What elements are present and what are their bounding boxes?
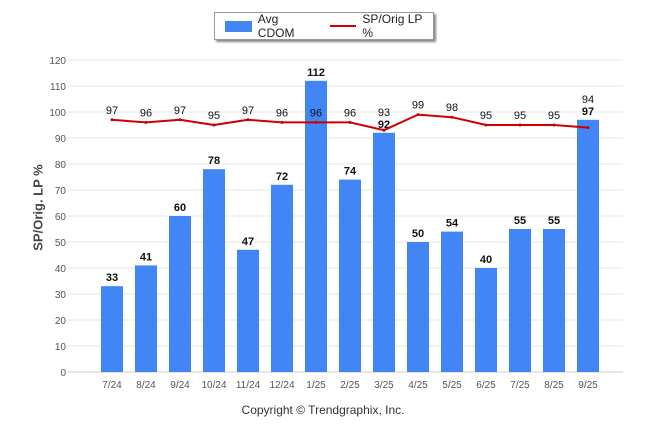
bar-data-label: 97 <box>582 106 594 118</box>
line-data-label: 96 <box>276 107 288 119</box>
line-point <box>280 120 284 124</box>
bar <box>237 249 259 372</box>
bar <box>543 229 565 372</box>
x-tick-label: 3/25 <box>374 380 394 391</box>
bar <box>203 169 225 372</box>
legend-label-bar: Avg CDOM <box>257 12 295 40</box>
line-point <box>212 123 216 127</box>
line-data-label: 97 <box>174 105 186 117</box>
x-tick-label: 8/24 <box>136 380 156 391</box>
line-point <box>382 128 386 132</box>
line-data-label: 98 <box>446 102 458 114</box>
line-point <box>416 113 420 117</box>
y-tick-label: 60 <box>55 212 67 223</box>
y-tick-label: 40 <box>55 264 67 275</box>
y-tick-label: 10 <box>55 342 67 353</box>
bar <box>101 286 123 372</box>
line-point <box>484 123 488 127</box>
x-tick-label: 11/24 <box>236 380 261 391</box>
line-point <box>348 120 352 124</box>
line-data-label: 96 <box>140 107 152 119</box>
legend-bar-swatch <box>225 20 252 32</box>
y-tick-label: 70 <box>55 186 67 197</box>
x-tick-label: 5/25 <box>442 380 462 391</box>
line-data-label: 95 <box>548 110 560 122</box>
y-tick-label: 120 <box>49 56 66 67</box>
y-tick-label: 20 <box>55 316 67 327</box>
legend-line-swatch <box>329 25 357 27</box>
line-point <box>450 115 454 119</box>
line-data-label: 93 <box>378 107 390 119</box>
x-tick-label: 10/24 <box>201 380 226 391</box>
line-data-label: 95 <box>514 110 526 122</box>
line-point <box>144 120 148 124</box>
line-data-label: 96 <box>344 107 356 119</box>
y-axis-label: SP/Orig. LP % <box>30 164 46 251</box>
y-tick-label: 90 <box>55 134 67 145</box>
line-point <box>518 123 522 127</box>
bar-data-label: 55 <box>514 215 526 227</box>
line-data-label: 94 <box>582 94 594 106</box>
bar <box>169 216 191 372</box>
bar-data-label: 40 <box>480 254 492 266</box>
bar-data-label: 60 <box>174 202 186 214</box>
bar-data-label: 33 <box>106 272 118 284</box>
bar <box>135 265 157 372</box>
bar-data-label: 78 <box>208 155 220 167</box>
x-tick-label: 2/25 <box>340 380 360 391</box>
y-tick-label: 110 <box>50 82 66 93</box>
x-tick-label: 4/25 <box>408 380 428 391</box>
x-tick-label: 7/25 <box>510 380 530 391</box>
bar-data-label: 112 <box>307 67 325 79</box>
x-tick-label: 7/24 <box>102 380 122 391</box>
bar-data-label: 50 <box>412 228 424 240</box>
legend-label-line: SP/Orig LP % <box>362 12 423 40</box>
line-point <box>246 118 250 122</box>
bar-data-label: 54 <box>446 218 459 230</box>
x-tick-label: 12/24 <box>269 380 294 391</box>
line-data-label: 95 <box>480 110 492 122</box>
y-tick-label: 30 <box>55 290 67 301</box>
bar <box>305 80 327 373</box>
bar <box>373 132 395 372</box>
bar-data-label: 55 <box>548 215 560 227</box>
y-tick-label: 0 <box>60 368 66 379</box>
bar <box>475 268 497 372</box>
line-point <box>586 126 590 130</box>
copyright: Copyright © Trendgraphix, Inc. <box>241 403 405 417</box>
line-point <box>314 120 318 124</box>
line-point <box>552 123 556 127</box>
bar-data-label: 72 <box>276 171 288 183</box>
x-tick-label: 9/25 <box>578 380 598 391</box>
bar <box>509 229 531 372</box>
x-tick-label: 1/25 <box>306 380 326 391</box>
line-point <box>178 118 182 122</box>
y-tick-label: 80 <box>55 160 67 171</box>
bar <box>339 179 361 372</box>
bar <box>271 184 293 372</box>
x-tick-label: 9/24 <box>170 380 190 391</box>
line-data-label: 97 <box>106 105 118 117</box>
bar <box>577 119 599 372</box>
line-data-label: 95 <box>208 110 220 122</box>
line-data-label: 97 <box>242 105 254 117</box>
line-data-label: 99 <box>412 100 424 112</box>
line-point <box>110 118 114 122</box>
x-tick-label: 8/25 <box>544 380 564 391</box>
legend: Avg CDOM SP/Orig LP % <box>214 12 434 40</box>
y-tick-label: 50 <box>55 238 67 249</box>
x-tick-label: 6/25 <box>476 380 496 391</box>
bar <box>441 231 463 372</box>
bar-data-label: 41 <box>140 251 152 263</box>
bar-data-label: 47 <box>242 236 254 248</box>
bar <box>407 242 429 372</box>
line-data-label: 96 <box>310 107 322 119</box>
y-tick-label: 100 <box>49 108 66 119</box>
bar-data-label: 74 <box>344 166 357 178</box>
